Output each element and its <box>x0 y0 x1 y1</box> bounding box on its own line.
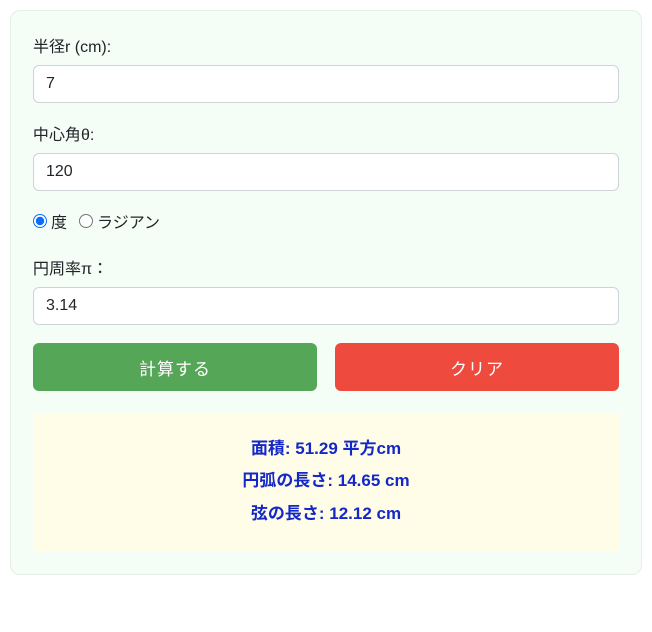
button-row: 計算する クリア <box>33 343 619 391</box>
unit-radio-row: 度 ラジアン <box>33 209 619 233</box>
unit-degrees-radio[interactable] <box>33 214 47 228</box>
angle-input[interactable] <box>33 153 619 191</box>
unit-degrees-option[interactable]: 度 <box>33 209 67 233</box>
pi-label: 円周率π： <box>33 255 619 279</box>
result-chord: 弦の長さ: 12.12 cm <box>43 498 609 530</box>
radius-input[interactable] <box>33 65 619 103</box>
calculate-button[interactable]: 計算する <box>33 343 317 391</box>
pi-input[interactable] <box>33 287 619 325</box>
pi-field-group: 円周率π： <box>33 255 619 325</box>
result-box: 面積: 51.29 平方cm 円弧の長さ: 14.65 cm 弦の長さ: 12.… <box>33 413 619 552</box>
radius-label: 半径r (cm): <box>33 33 619 57</box>
unit-degrees-label: 度 <box>51 209 67 233</box>
calculator-card: 半径r (cm): 中心角θ: 度 ラジアン 円周率π： 計算する クリア 面積… <box>10 10 642 575</box>
unit-radians-label: ラジアン <box>97 209 160 233</box>
angle-label: 中心角θ: <box>33 121 619 145</box>
result-arc: 円弧の長さ: 14.65 cm <box>43 465 609 497</box>
angle-field-group: 中心角θ: <box>33 121 619 191</box>
unit-radians-radio[interactable] <box>79 214 93 228</box>
unit-radians-option[interactable]: ラジアン <box>79 209 160 233</box>
result-area: 面積: 51.29 平方cm <box>43 433 609 465</box>
clear-button[interactable]: クリア <box>335 343 619 391</box>
radius-field-group: 半径r (cm): <box>33 33 619 103</box>
